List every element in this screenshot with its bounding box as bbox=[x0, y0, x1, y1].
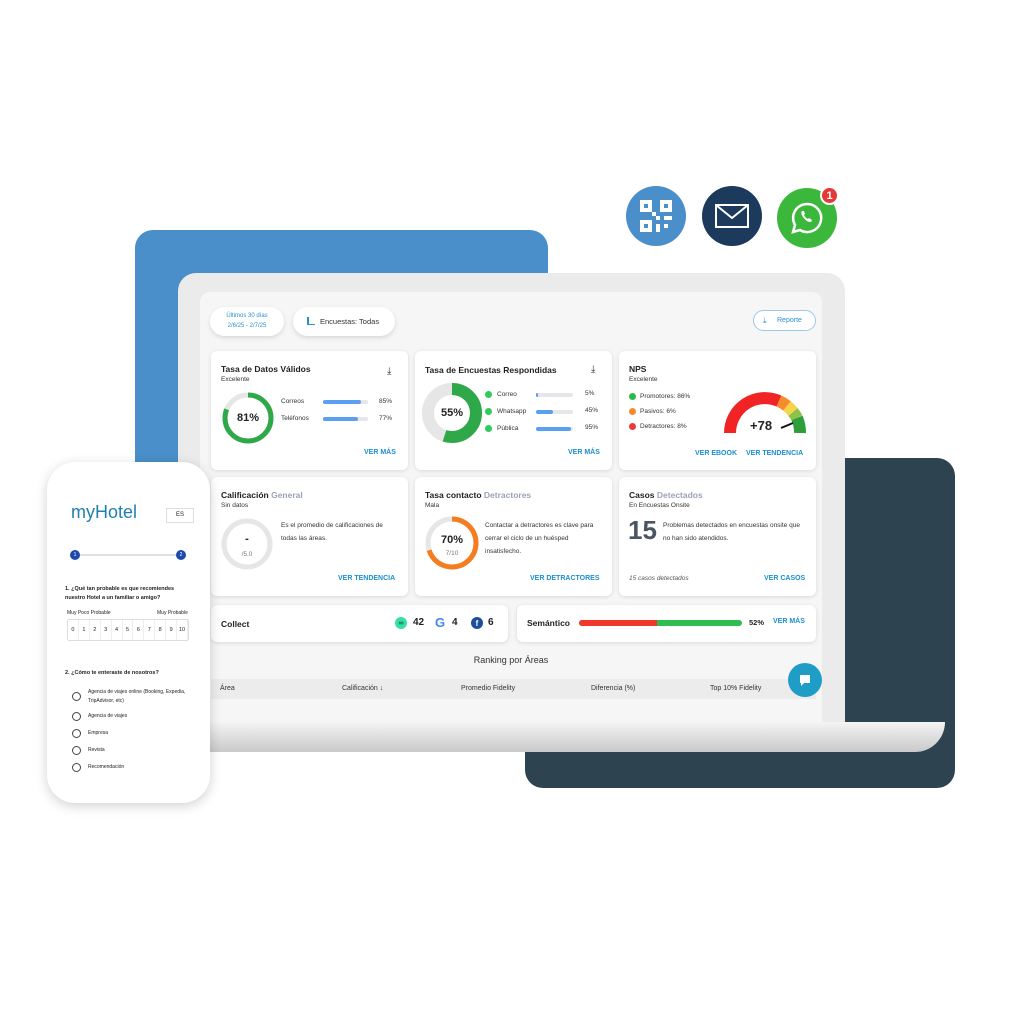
semantic-card: Semántico 52% VER MÁS bbox=[517, 605, 816, 642]
scale-option[interactable]: 4 bbox=[112, 620, 123, 640]
answered-donut bbox=[422, 383, 482, 443]
bar-fill bbox=[536, 410, 553, 414]
scale-option[interactable]: 8 bbox=[155, 620, 167, 640]
valid-data-card: Tasa de Datos Válidos Excelente ⤓ 81% Co… bbox=[211, 351, 408, 470]
donut-fill bbox=[422, 383, 482, 443]
google-icon: G bbox=[435, 615, 446, 630]
column-area[interactable]: Área bbox=[220, 685, 235, 692]
filter-list-icon bbox=[307, 317, 315, 325]
detected-cases-card: Casos Detectados En Encuestas Onsite 15 … bbox=[619, 477, 816, 596]
ver-tendencia-link[interactable]: VER TENDENCIA bbox=[338, 575, 396, 582]
phone-survey: myHotel ES 1 2 1. ¿Qué tan probable es q… bbox=[47, 462, 210, 803]
chat-icon bbox=[800, 675, 810, 686]
step-2: 2 bbox=[176, 550, 186, 560]
ver-mas-link[interactable]: VER MÁS bbox=[773, 618, 805, 625]
download-icon: ⤓ bbox=[763, 316, 767, 325]
rating-donut bbox=[221, 518, 273, 570]
ranking-table-header: Área Calificación ↓ Promedio Fidelity Di… bbox=[211, 679, 816, 699]
card-title: Calificación bbox=[221, 490, 269, 500]
card-title-accent: Detractores bbox=[483, 490, 532, 500]
chat-button[interactable] bbox=[788, 663, 822, 697]
radio-option[interactable] bbox=[72, 729, 81, 738]
nps-scale: 0 1 2 3 4 5 6 7 8 9 10 bbox=[67, 619, 189, 641]
detractors-dot bbox=[629, 423, 636, 430]
correo-bar bbox=[536, 393, 573, 397]
ver-casos-link[interactable]: VER CASOS bbox=[764, 575, 806, 582]
ver-detractores-link[interactable]: VER DETRACTORES bbox=[530, 575, 600, 582]
laptop-base bbox=[180, 722, 945, 752]
myhotel-logo: myHotel bbox=[71, 502, 138, 522]
envelope-icon bbox=[702, 186, 762, 246]
column-rating[interactable]: Calificación ↓ bbox=[342, 685, 384, 692]
scale-option[interactable]: 7 bbox=[144, 620, 156, 640]
bar-fill bbox=[536, 393, 538, 397]
scale-option[interactable]: 0 bbox=[68, 620, 79, 640]
column-top-fidelity[interactable]: Top 10% Fidelity bbox=[710, 685, 762, 692]
scale-option[interactable]: 3 bbox=[101, 620, 112, 640]
date-filter-button[interactable]: Últimos 30 días 2/6/25 - 2/7/25 bbox=[210, 307, 284, 336]
donut-fill bbox=[425, 516, 479, 570]
scale-option[interactable]: 5 bbox=[123, 620, 134, 640]
report-button[interactable]: ⤓ Reporte bbox=[753, 310, 816, 331]
bar-fill bbox=[323, 400, 362, 404]
whatsapp-bar bbox=[536, 410, 573, 414]
card-title-accent: General bbox=[271, 490, 303, 500]
answered-surveys-card: Tasa de Encuestas Respondidas ⤓ 55% Corr… bbox=[415, 351, 612, 470]
scale-option[interactable]: 6 bbox=[133, 620, 145, 640]
surveys-filter-button[interactable]: Encuestas: Todas bbox=[293, 307, 395, 336]
nps-gauge bbox=[724, 392, 806, 434]
ver-mas-link[interactable]: VER MÁS bbox=[568, 449, 600, 456]
download-icon[interactable]: ⤓ bbox=[387, 366, 392, 377]
passives-dot bbox=[629, 408, 636, 415]
publica-bar bbox=[536, 427, 573, 431]
scale-option[interactable]: 1 bbox=[79, 620, 90, 640]
card-title: Tasa contacto bbox=[425, 490, 482, 500]
donut-fill bbox=[222, 392, 274, 444]
dashboard-screen: Últimos 30 días 2/6/25 - 2/7/25 Encuesta… bbox=[200, 292, 822, 722]
semantic-bar bbox=[579, 620, 742, 626]
detractors-donut bbox=[425, 516, 479, 570]
promoters-dot bbox=[629, 393, 636, 400]
qr-code-icon bbox=[626, 186, 686, 246]
step-1: 1 bbox=[70, 550, 80, 560]
card-title: Casos bbox=[629, 490, 655, 500]
nps-card: NPS Excelente Promotores: 86% Pasivos: 6… bbox=[619, 351, 816, 470]
scale-option[interactable]: 10 bbox=[177, 620, 188, 640]
radio-option[interactable] bbox=[72, 692, 81, 701]
bar-fill bbox=[536, 427, 572, 431]
radio-option[interactable] bbox=[72, 712, 81, 721]
scale-option[interactable]: 9 bbox=[166, 620, 178, 640]
telefonos-bar bbox=[323, 417, 368, 421]
ver-mas-link[interactable]: VER MÁS bbox=[364, 449, 396, 456]
general-rating-card: Calificación General Sin datos - /5.0 Es… bbox=[211, 477, 408, 596]
card-title-accent: Detectados bbox=[656, 490, 703, 500]
status-dot bbox=[485, 408, 492, 415]
status-dot bbox=[485, 391, 492, 398]
correos-bar bbox=[323, 400, 368, 404]
progress-line bbox=[77, 554, 182, 556]
tripadvisor-icon: ∞ bbox=[395, 617, 407, 629]
ver-ebook-link[interactable]: VER EBOOK bbox=[695, 450, 738, 457]
radio-option[interactable] bbox=[72, 763, 81, 772]
collect-card: Collect ∞ 42 G 4 f 6 bbox=[211, 605, 508, 642]
detractor-contact-card: Tasa contacto Detractores Mala 70% 7/10 … bbox=[415, 477, 612, 596]
facebook-icon: f bbox=[471, 617, 483, 629]
status-dot bbox=[485, 425, 492, 432]
scale-option[interactable]: 2 bbox=[90, 620, 101, 640]
column-avg-fidelity[interactable]: Promedio Fidelity bbox=[461, 685, 516, 692]
valid-data-donut bbox=[222, 392, 274, 444]
download-icon[interactable]: ⤓ bbox=[591, 364, 596, 375]
ranking-title: Ranking por Áreas bbox=[473, 655, 549, 665]
bar-fill bbox=[323, 417, 358, 421]
radio-option[interactable] bbox=[72, 746, 81, 755]
language-select[interactable]: ES bbox=[166, 508, 194, 523]
column-difference[interactable]: Diferencia (%) bbox=[591, 685, 636, 692]
ver-tendencia-link[interactable]: VER TENDENCIA bbox=[746, 450, 804, 457]
notification-badge: 1 bbox=[820, 186, 839, 205]
